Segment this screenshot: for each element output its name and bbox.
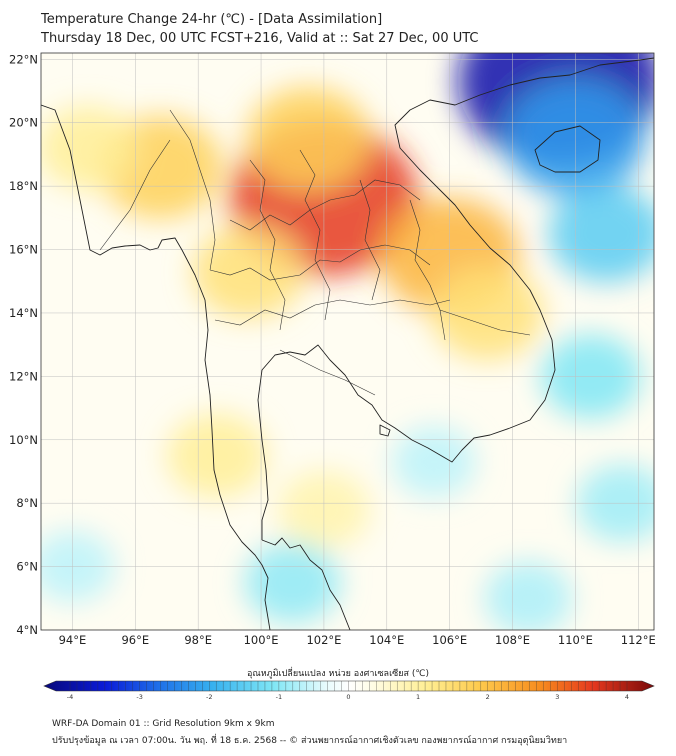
colorbar-ticks: -4 -3 -2 -1 0 1 2 3 4 bbox=[67, 693, 629, 700]
anomaly-warm-west bbox=[41, 106, 139, 191]
colorbar-tick-label: 4 bbox=[625, 693, 629, 700]
lat-label: 4°N bbox=[16, 623, 38, 637]
anomaly-warm-peninsula bbox=[167, 413, 268, 498]
anomaly-cold-malaya bbox=[244, 542, 341, 623]
colorbar-label: อุณหภูมิเปลี่ยนแปลง หน่วย องศาเซลเซียส (… bbox=[246, 669, 430, 679]
anomaly-warm-lao-north bbox=[246, 86, 371, 191]
chart-title: Temperature Change 24-hr (℃) - [Data Ass… bbox=[41, 12, 383, 27]
lat-label: 22°N bbox=[9, 52, 38, 66]
footer-credit: ปรับปรุงข้อมูล ณ เวลา 07:00น. วัน พฤ. ที… bbox=[52, 736, 568, 746]
lon-label: 104°E bbox=[369, 633, 404, 647]
lon-label: 102°E bbox=[306, 633, 341, 647]
province-boundaries bbox=[99, 109, 531, 396]
anomaly-cold-borneo bbox=[484, 561, 573, 630]
anomaly-cold-sea bbox=[548, 185, 654, 283]
colorbar-tick-label: -2 bbox=[206, 693, 212, 700]
chart-subtitle: Thursday 18 Dec, 00 UTC FCST+216, Valid … bbox=[41, 31, 479, 46]
temperature-change-map: 94°E 96°E 98°E 100°E 102°E 104°E 106°E 108°E 110… bbox=[9, 52, 656, 700]
longitude-labels: 94°E 96°E 98°E 100°E 102°E 104°E 106°E 108°E 110… bbox=[59, 633, 656, 647]
lon-label: 110°E bbox=[558, 633, 593, 647]
temperature-field bbox=[41, 53, 654, 630]
graticule bbox=[41, 53, 654, 630]
lon-label: 96°E bbox=[121, 633, 149, 647]
coastlines bbox=[41, 57, 654, 630]
footer-model-info: WRF-DA Domain 01 :: Grid Resolution 9km … bbox=[52, 719, 275, 729]
colorbar-tick-label: 1 bbox=[416, 693, 420, 700]
lon-label: 106°E bbox=[432, 633, 467, 647]
colorbar-gradient bbox=[43, 680, 655, 692]
anomaly-warm-thai-central bbox=[192, 224, 305, 319]
lat-label: 14°N bbox=[9, 306, 38, 320]
lat-label: 16°N bbox=[9, 243, 38, 257]
colorbar-tick-label: -3 bbox=[136, 693, 142, 700]
lat-label: 18°N bbox=[9, 179, 38, 193]
colorbar-tick-label: -1 bbox=[276, 693, 282, 700]
colorbar-tick-label: 0 bbox=[346, 693, 350, 700]
colorbar-tick-label: 2 bbox=[486, 693, 490, 700]
lat-label: 8°N bbox=[16, 496, 38, 510]
colorbar-tick-label: -4 bbox=[67, 693, 73, 700]
map-frame bbox=[40, 52, 655, 631]
colorbar: -4 -3 -2 -1 0 1 2 3 4 bbox=[43, 680, 655, 700]
lat-label: 12°N bbox=[9, 369, 38, 383]
anomaly-cold-mekong-delta bbox=[391, 426, 476, 498]
lon-label: 108°E bbox=[495, 633, 530, 647]
colorbar-minor-ticks bbox=[69, 681, 628, 691]
lat-label: 6°N bbox=[16, 560, 38, 574]
lon-label: 100°E bbox=[244, 633, 279, 647]
lat-label: 10°N bbox=[9, 433, 38, 447]
latitude-labels: 22°N 20°N 18°N 16°N 14°N 12°N 10°N 8°N 6°N 4°N bbox=[9, 52, 38, 637]
lon-label: 98°E bbox=[184, 633, 212, 647]
lat-label: 20°N bbox=[9, 116, 38, 130]
lon-label: 112°E bbox=[621, 633, 656, 647]
lon-label: 94°E bbox=[59, 633, 87, 647]
colorbar-tick-label: 3 bbox=[555, 693, 559, 700]
